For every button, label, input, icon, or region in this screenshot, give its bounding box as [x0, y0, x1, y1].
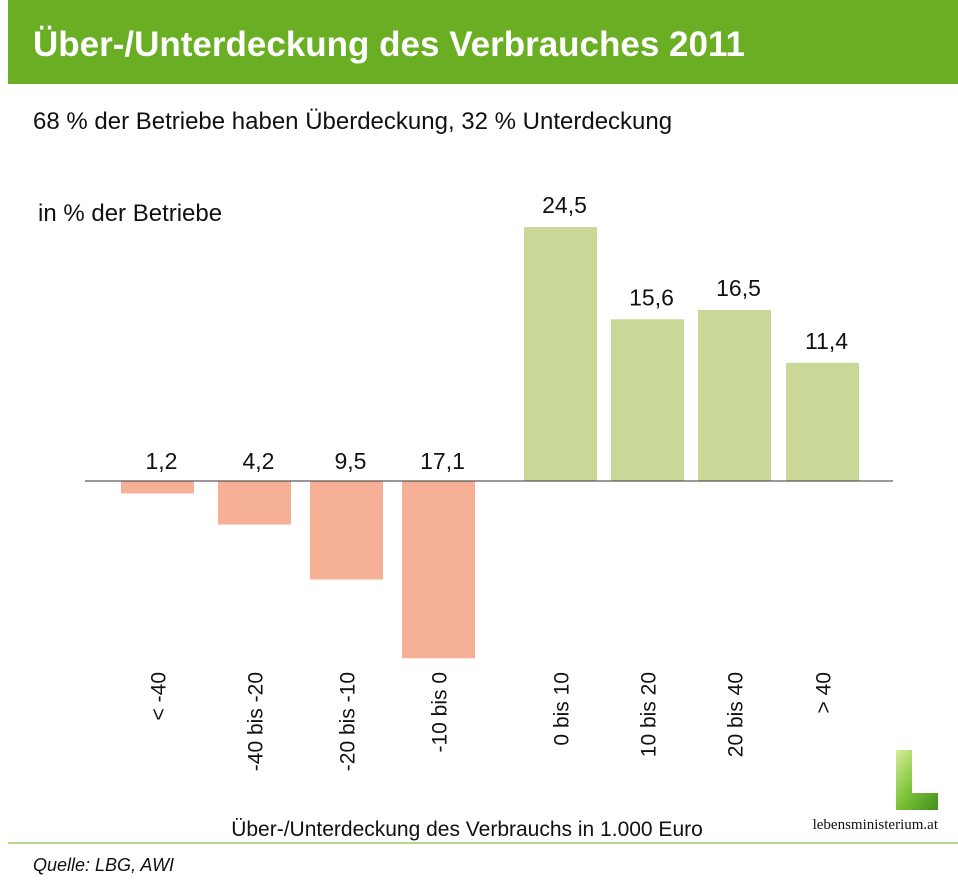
bar — [218, 481, 291, 525]
bar — [611, 319, 684, 481]
category-label: 0 bis 10 — [551, 672, 574, 746]
logo-text: lebensministerium.at — [813, 817, 939, 833]
logo: lebensministerium.at — [813, 750, 939, 833]
bar — [524, 227, 597, 481]
x-axis-label: Über-/Unterdeckung des Verbrauchs in 1.0… — [231, 818, 703, 841]
category-label: 20 bis 40 — [725, 672, 748, 757]
bar — [310, 481, 383, 580]
data-label: 17,1 — [420, 448, 465, 474]
category-label: 10 bis 20 — [638, 672, 661, 757]
y-axis-label: in % der Betriebe — [38, 200, 222, 227]
bar — [698, 309, 771, 481]
page-title: Über-/Unterdeckung des Verbrauches 2011 — [33, 25, 745, 64]
bar — [121, 481, 194, 494]
category-label: > 40 — [813, 672, 836, 713]
data-label: 9,5 — [335, 448, 367, 474]
header-bar — [8, 0, 958, 84]
category-label: < -40 — [148, 672, 171, 720]
bar — [786, 362, 859, 481]
category-label: -40 bis -20 — [245, 672, 268, 771]
data-label: 15,6 — [629, 284, 674, 310]
data-label: 24,5 — [542, 192, 587, 218]
category-label: -10 bis 0 — [429, 672, 452, 753]
bar — [402, 481, 475, 659]
data-label: 16,5 — [716, 275, 761, 301]
data-label: 4,2 — [243, 448, 275, 474]
bars: 1,2 < -40 4,2 -40 bis -20 9,5 -20 bis -10 17,1… — [121, 192, 859, 771]
category-label: -20 bis -10 — [337, 672, 360, 771]
source-note: Quelle: LBG, AWI — [33, 855, 174, 875]
subtitle: 68 % der Betriebe haben Überdeckung, 32 … — [33, 108, 672, 135]
data-label: 1,2 — [146, 448, 178, 474]
logo-l-icon — [896, 750, 938, 810]
data-label: 11,4 — [805, 328, 848, 354]
